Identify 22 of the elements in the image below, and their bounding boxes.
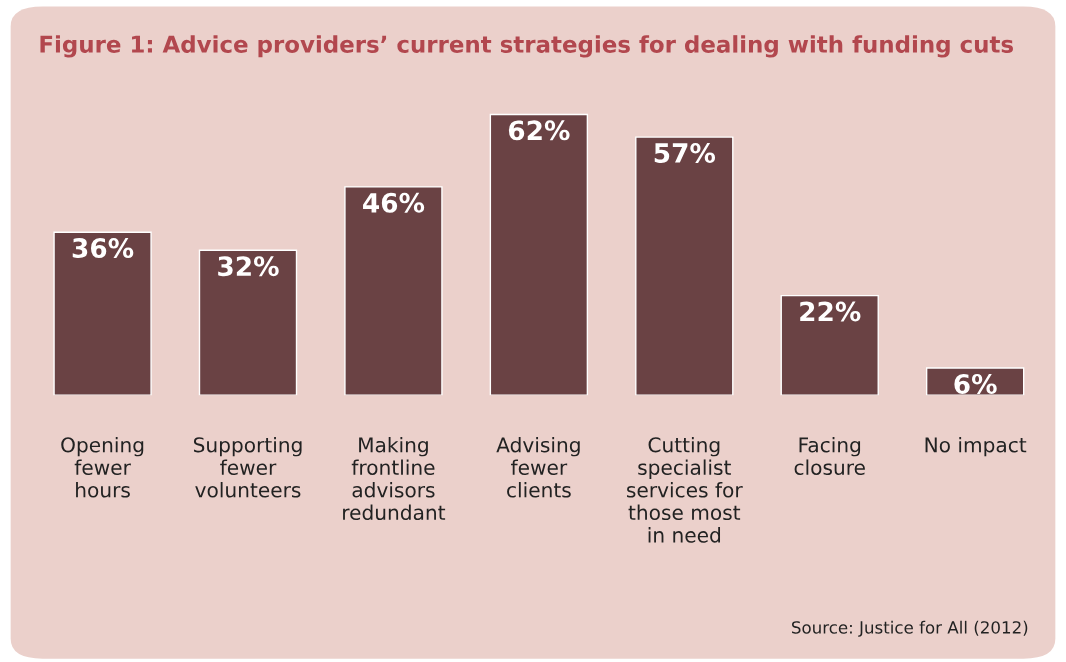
x-tick-label: Advising fewer clients [496,436,580,498]
data-label: 36% [72,238,134,259]
bar [489,113,589,396]
x-tick-label: Supporting fewer volunteers [193,436,302,498]
data-label: 6% [954,373,997,394]
x-tick-label: Making frontline advisors redundant [343,436,446,521]
x-tick-label: Cutting specialist services for those most in need [627,436,743,543]
source-note: Source: Justice for All (2012) [792,620,1028,637]
bar [344,186,443,396]
data-label: 62% [508,120,570,141]
data-label: 57% [654,143,716,163]
bar [780,294,879,396]
bar [53,231,152,396]
x-tick-label: Facing closure [794,436,865,476]
bar [635,136,734,396]
data-label: 32% [218,256,279,277]
x-tick-label: Opening fewer hours [61,436,144,498]
data-label: 46% [363,192,425,213]
x-tick-label: No impact [925,436,1027,457]
chart-title: Figure 1: Advice providers’ current strategies for dealing with funding cuts [40,35,1013,58]
data-label: 22% [800,301,861,322]
bar [198,249,298,396]
